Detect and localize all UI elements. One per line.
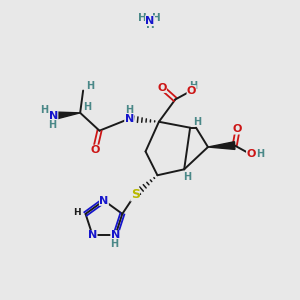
Text: H: H [86,81,94,91]
Text: O: O [187,85,196,96]
Text: H: H [138,13,147,23]
Text: H: H [194,117,202,128]
Text: N: N [146,16,154,26]
Text: H: H [256,149,264,160]
Text: H: H [73,208,80,217]
Text: O: O [157,82,167,93]
Text: N: N [99,196,109,206]
Text: N: N [49,111,58,121]
Text: N: N [88,230,97,241]
Text: H: H [152,13,160,23]
Polygon shape [53,112,80,120]
Text: N: N [111,230,120,241]
Text: H: H [110,239,118,249]
Text: H: H [83,102,92,112]
Text: H: H [40,105,49,115]
Text: H: H [146,20,154,30]
Text: O: O [233,124,242,134]
Text: H: H [189,81,197,91]
Text: H: H [48,120,56,130]
Text: H: H [183,172,191,182]
Text: O: O [246,149,256,160]
Text: H: H [125,105,133,115]
Text: N: N [124,114,134,124]
Text: O: O [90,145,100,155]
Polygon shape [208,142,235,149]
Text: S: S [130,188,140,201]
